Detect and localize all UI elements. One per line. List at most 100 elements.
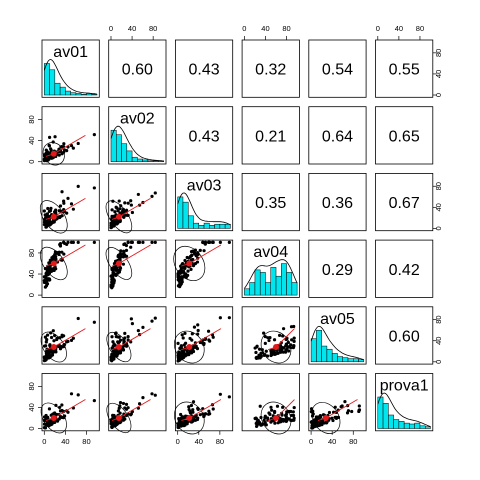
hist-bar-prova1 [403,422,410,429]
scatter-point [339,405,343,409]
scatter-point [269,353,273,358]
correlation-ellipse [106,402,132,434]
scatter-point [321,420,325,424]
panel-frame [241,106,300,165]
scatter-point [52,268,56,272]
scatter-point [47,407,52,411]
scatter-point [118,253,123,257]
panel-av04-av02 [105,240,157,290]
scatter-point [45,156,50,160]
scatter-point [48,343,52,347]
scatter-point [123,201,127,205]
scatter-point [51,140,55,144]
scatter-point [188,409,192,414]
correlation-value: 0.21 [255,128,286,145]
panel-frame [308,106,367,165]
panel-av01-av05: 0.54 [322,62,353,79]
scatter-point [118,411,122,415]
scatter-point [183,422,187,426]
scatter-point [121,401,126,406]
panel-frame [174,172,234,232]
axis-tick-label: 80 [149,24,157,33]
y-axis-right-av01: 0 40 80 [432,49,443,97]
axis-tick-label: 40 [261,24,269,33]
hist-bar-prova1 [424,426,431,429]
scatter-point [179,275,183,279]
scatter-point [45,152,49,156]
panel-frame [241,239,300,298]
correlation-ellipse [40,331,67,363]
scatter-point [111,357,115,361]
correlation-value: 0.42 [389,262,420,279]
scatter-point [211,407,215,411]
correlation-value: 0.32 [255,62,286,79]
axis-tick-label: 40 [27,403,36,411]
panel-frame [308,306,367,365]
correlation-ellipse [40,402,67,434]
scatter-point [176,357,181,361]
mean-point [186,414,193,421]
mean-point [50,150,57,157]
scatter-point [269,405,273,409]
scatter-point [129,203,133,207]
x-axis-top-prova1: 0 40 80 [376,24,424,40]
scatter-point [45,338,49,342]
axis-tick-label: 80 [27,249,36,257]
scatter-point [196,323,200,327]
correlation-value: 0.60 [122,62,153,79]
scatter-point [196,407,200,411]
scatter-point [281,350,285,354]
axis-tick-label: 0 [376,24,380,33]
panel-av04-av04: av04 [244,244,298,296]
scatter-point [191,400,196,404]
scatter-point [263,341,267,345]
mean-point [186,344,193,351]
scatter-point [255,344,259,348]
scatter-point [180,280,184,284]
scatter-point [49,155,53,159]
scatter-point [69,144,74,148]
variable-label-av01: av01 [53,44,88,61]
scatter-point [141,325,145,329]
axis-tick-label: 0 [27,426,36,430]
scatter-point [126,240,130,244]
scatter-point [284,415,288,419]
scatter-point [92,399,96,403]
scatter-point [176,278,180,282]
axis-tick-label: 80 [82,437,90,446]
scatter-point [284,350,288,354]
hist-bar-av02 [110,129,117,162]
mean-point [273,414,280,421]
hist-bar-prova1 [419,425,426,429]
scatter-point [58,242,62,247]
scatter-point [71,207,75,211]
scatter-point [193,345,197,349]
scatter-point [53,210,57,214]
hist-bar-av04 [249,282,256,296]
scatter-point [58,347,63,351]
scatter-point [42,278,46,283]
scatter-point [124,344,129,348]
scatter-point [57,153,61,157]
scatter-point [45,214,50,218]
scatter-point [45,281,49,285]
scatter-point [153,393,157,397]
correlation-ellipse [106,331,132,363]
scatter-point [189,403,194,408]
scatter-point [189,267,193,271]
correlation-ellipse [39,246,68,281]
scatter-point [181,336,185,340]
scatter-point [58,215,62,220]
scatter-point [289,325,294,329]
mean-point [322,414,329,421]
variable-label-av04: av04 [253,244,288,261]
scatter-point [218,240,222,244]
scatter-point [263,335,267,339]
scatter-point [110,225,114,229]
density-curve-av01 [43,59,98,95]
axis-tick-label: 40 [434,203,443,211]
panel-av03-av03: av03 [177,177,231,229]
hist-bar-av04 [291,282,298,296]
y-axis-left-av02: 0 40 80 [27,115,42,164]
panel-av05-prova1: 0.60 [389,328,420,345]
